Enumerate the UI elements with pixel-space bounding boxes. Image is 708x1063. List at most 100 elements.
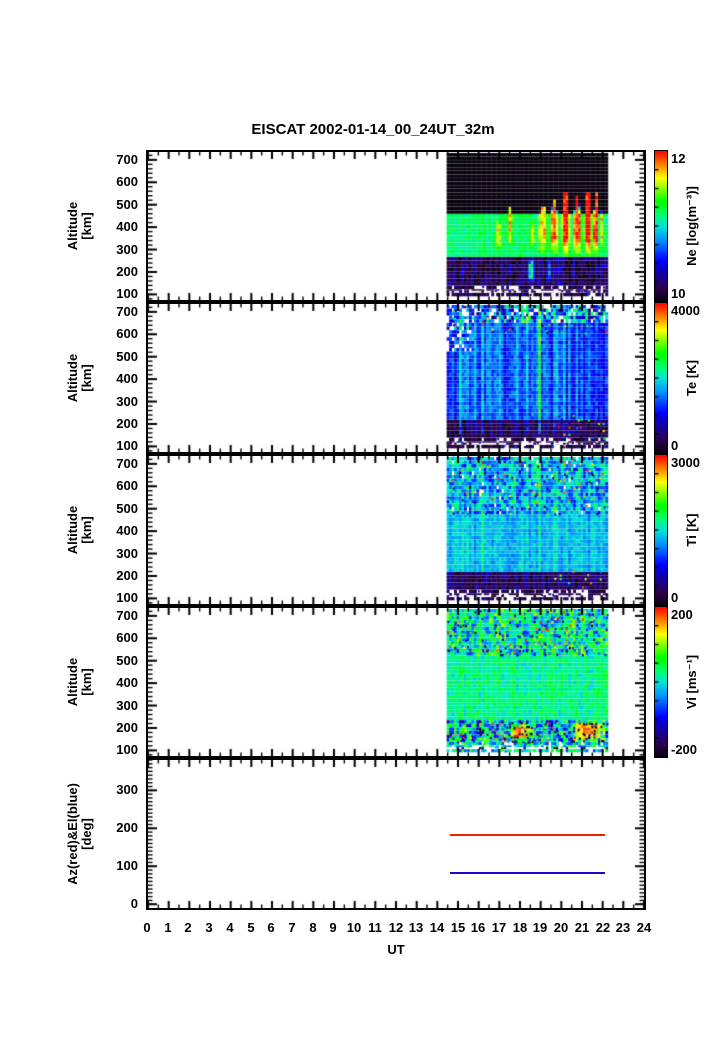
- x-axis-title: UT: [387, 942, 405, 957]
- colorbar-ne: [654, 150, 668, 302]
- x-tick-label: 8: [309, 920, 317, 935]
- colorbar-title-te: Te [K]: [684, 360, 699, 396]
- chart-title: EISCAT 2002-01-14_00_24UT_32m: [251, 121, 495, 138]
- x-tick-label: 24: [636, 920, 652, 935]
- axis-label-line: [deg]: [79, 818, 94, 850]
- y-tick-label: 500: [116, 197, 138, 212]
- y-tick-label: 400: [116, 219, 138, 234]
- y-tick-label: 700: [116, 456, 138, 471]
- y-tick-label: 600: [116, 326, 138, 341]
- y-tick-label: 700: [116, 152, 138, 167]
- axis-label-line: Altitude: [65, 505, 80, 555]
- axis-label-line: [km]: [79, 668, 94, 696]
- colorbar-ti: [654, 454, 668, 606]
- axis-label-line: Altitude: [65, 353, 80, 403]
- x-tick-label: 11: [368, 920, 382, 935]
- azel-axis-label: Az(red)&El(blue) [deg]: [65, 758, 94, 910]
- altitude-axis-label: Altitude [km]: [65, 302, 94, 454]
- colorbar-canvas-vi: [655, 607, 667, 757]
- colorbar-min-label: 10: [671, 286, 686, 301]
- y-tick-label: 400: [116, 675, 138, 690]
- panel-te: [146, 302, 646, 454]
- x-tick-label: 4: [226, 920, 234, 935]
- colorbar-min-label: -200: [671, 742, 698, 757]
- axis-label-line: Altitude: [65, 201, 80, 251]
- altitude-axis-label: Altitude [km]: [65, 150, 94, 302]
- x-tick-label: 14: [429, 920, 445, 935]
- x-tick-label: 13: [408, 920, 424, 935]
- x-tick-label: 10: [346, 920, 362, 935]
- x-tick-label: 21: [574, 920, 590, 935]
- x-tick-label: 17: [491, 920, 507, 935]
- axis-label-line: [km]: [79, 516, 94, 544]
- x-tick-label: 12: [388, 920, 404, 935]
- x-tick-label: 7: [288, 920, 296, 935]
- y-tick-label: 100: [116, 742, 138, 757]
- y-tick-label: 300: [116, 782, 138, 797]
- x-tick-label: 19: [532, 920, 548, 935]
- x-tick-label: 20: [553, 920, 569, 935]
- y-tick-label: 500: [116, 653, 138, 668]
- colorbar-canvas-ne: [655, 151, 667, 301]
- x-tick-label: 1: [164, 920, 172, 935]
- colorbar-min-label: 0: [671, 590, 679, 605]
- y-tick-label: 300: [116, 242, 138, 257]
- x-tick-label: 16: [470, 920, 486, 935]
- y-tick-label: 300: [116, 394, 138, 409]
- az-line: [449, 834, 605, 836]
- x-tick-label: 18: [512, 920, 528, 935]
- y-tick-label: 400: [116, 523, 138, 538]
- x-tick-label: 3: [205, 920, 213, 935]
- y-tick-label: 600: [116, 630, 138, 645]
- y-tick-label: 700: [116, 304, 138, 319]
- colorbar-max-label: 200: [671, 607, 693, 622]
- colorbar-max-label: 4000: [671, 303, 700, 318]
- y-tick-label: 600: [116, 478, 138, 493]
- y-tick-label: 200: [116, 820, 138, 835]
- colorbar-min-label: 0: [671, 438, 679, 453]
- y-tick-label: 300: [116, 546, 138, 561]
- y-tick-label: 300: [116, 698, 138, 713]
- panel-canvas-te: [148, 304, 644, 452]
- el-line: [449, 872, 605, 874]
- y-tick-label: 100: [116, 286, 138, 301]
- axis-label-line: Az(red)&El(blue): [65, 783, 80, 885]
- axis-label-line: Altitude: [65, 657, 80, 707]
- colorbar-max-label: 3000: [671, 455, 700, 470]
- y-tick-label: 700: [116, 608, 138, 623]
- y-tick-label: 100: [116, 590, 138, 605]
- y-tick-label: 200: [116, 264, 138, 279]
- panel-canvas-vi: [148, 608, 644, 756]
- y-tick-label: 100: [116, 858, 138, 873]
- x-tick-label: 2: [184, 920, 192, 935]
- altitude-axis-label: Altitude [km]: [65, 454, 94, 606]
- colorbar-te: [654, 302, 668, 454]
- panel-canvas-ne: [148, 152, 644, 300]
- panel-ne: [146, 150, 646, 302]
- x-tick-label: 6: [267, 920, 275, 935]
- y-tick-label: 0: [130, 896, 138, 911]
- y-tick-label: 400: [116, 371, 138, 386]
- y-tick-label: 500: [116, 501, 138, 516]
- colorbar-canvas-ti: [655, 455, 667, 605]
- x-tick-label: 23: [615, 920, 631, 935]
- axis-label-line: [km]: [79, 364, 94, 392]
- x-tick-label: 9: [329, 920, 337, 935]
- x-tick-label: 22: [595, 920, 611, 935]
- y-tick-label: 200: [116, 416, 138, 431]
- altitude-axis-label: Altitude [km]: [65, 606, 94, 758]
- axis-label-line: [km]: [79, 212, 94, 240]
- panel-azel: [146, 758, 646, 910]
- colorbar-title-ti: Ti [K]: [684, 513, 699, 547]
- x-tick-label: 15: [450, 920, 466, 935]
- y-tick-label: 500: [116, 349, 138, 364]
- colorbar-vi: [654, 606, 668, 758]
- y-tick-label: 100: [116, 438, 138, 453]
- panel-ti: [146, 454, 646, 606]
- y-tick-label: 200: [116, 720, 138, 735]
- panel-vi: [146, 606, 646, 758]
- x-tick-label: 5: [247, 920, 255, 935]
- x-tick-label: 0: [143, 920, 151, 935]
- colorbar-title-ne: Ne [log(m⁻³)]: [684, 186, 699, 266]
